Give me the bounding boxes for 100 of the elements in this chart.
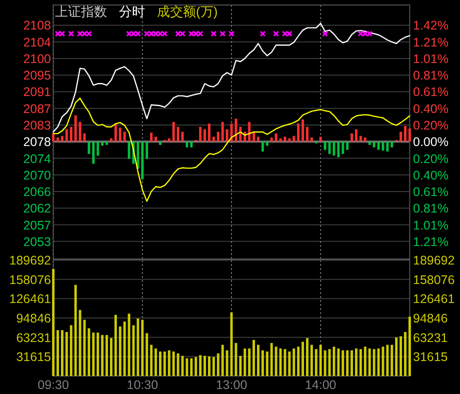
- bar: [106, 335, 108, 376]
- bar: [342, 142, 344, 154]
- y2-tick-label: 1.01%: [413, 52, 448, 66]
- bar: [382, 346, 384, 376]
- bar: [234, 118, 238, 142]
- bar: [319, 136, 322, 142]
- bar: [346, 350, 349, 376]
- y2-tick-label: 94846: [413, 312, 448, 326]
- bar: [266, 352, 268, 376]
- bar: [324, 350, 326, 376]
- y-tick-label: 2053: [23, 234, 52, 249]
- bar: [324, 142, 326, 150]
- bar: [270, 138, 273, 142]
- y2-tick-label: 1.42%: [413, 18, 448, 33]
- y2-tick-label: 158076: [413, 272, 455, 287]
- bar: [359, 349, 362, 376]
- y-tick-label: 2074: [23, 152, 52, 166]
- bar: [261, 350, 264, 376]
- y-tick-label: 189692: [9, 254, 52, 268]
- bar: [395, 337, 398, 376]
- bar: [244, 348, 246, 376]
- bar: [364, 346, 366, 376]
- bar: [302, 119, 304, 142]
- bar: [350, 350, 354, 376]
- bar: [168, 138, 170, 142]
- y2-tick-label: 0.20%: [413, 118, 448, 132]
- bar: [194, 357, 198, 376]
- bar: [274, 346, 278, 376]
- x-tick-label: 10:30: [126, 378, 158, 392]
- bar: [186, 358, 188, 376]
- bar: [337, 348, 340, 376]
- bar: [346, 142, 349, 150]
- bar: [306, 338, 308, 376]
- bar: [70, 126, 72, 142]
- y-tick-label: 2066: [23, 185, 52, 200]
- y2-tick-label: 0.20%: [413, 152, 448, 166]
- y2-tick-label: 0.61%: [413, 85, 448, 100]
- bar: [114, 314, 117, 376]
- bar: [92, 142, 95, 164]
- bar: [212, 136, 215, 142]
- bar: [270, 342, 273, 376]
- bar: [252, 340, 255, 376]
- line-series: [52, 22, 410, 133]
- y-tick-label: 2078: [23, 135, 52, 150]
- bar: [154, 348, 157, 376]
- bar: [332, 346, 336, 376]
- y2-tick-label: 126461: [413, 292, 455, 306]
- bar: [163, 352, 166, 376]
- bar: [65, 332, 68, 376]
- y2-tick-label: 1.01%: [413, 218, 448, 232]
- bar: [176, 353, 180, 376]
- bar: [158, 142, 162, 145]
- bar: [118, 326, 122, 376]
- y2-tick-label: 0.61%: [413, 185, 448, 200]
- bar: [284, 136, 286, 142]
- bar: [78, 310, 82, 376]
- y-tick-label: 2087: [23, 102, 52, 116]
- x-tick-label: 09:30: [38, 378, 69, 392]
- bar: [123, 132, 126, 142]
- bar: [204, 129, 206, 142]
- bar: [239, 356, 242, 376]
- bar: [60, 136, 64, 142]
- y-tick-label: 2083: [23, 118, 52, 132]
- bar: [216, 353, 220, 376]
- bar: [400, 336, 402, 376]
- y2-tick-label: 0.00%: [413, 135, 448, 150]
- bar: [110, 138, 112, 142]
- bar: [208, 124, 210, 142]
- bar: [408, 128, 411, 142]
- bar: [284, 349, 286, 376]
- bar: [199, 355, 202, 376]
- bar: [310, 138, 313, 142]
- y2-tick-label: 0.40%: [413, 102, 448, 116]
- bar: [221, 122, 224, 142]
- bar: [257, 344, 260, 376]
- bar: [226, 350, 228, 376]
- y-tick-label: 94846: [16, 312, 52, 326]
- bar: [101, 142, 104, 146]
- y-tick-label: 2104: [23, 35, 52, 50]
- y-tick-label: 63231: [16, 330, 52, 345]
- bar: [257, 136, 260, 142]
- y2-tick-label: 31615: [413, 350, 448, 364]
- bar: [310, 344, 313, 376]
- y-tick-label: 2070: [23, 168, 52, 182]
- bar: [190, 142, 193, 148]
- line-series: [52, 98, 410, 202]
- bar: [172, 122, 175, 142]
- bar: [199, 126, 202, 142]
- bar: [60, 330, 64, 376]
- bar: [128, 142, 130, 159]
- bar: [372, 349, 376, 376]
- x-tick-label: 14:00: [304, 378, 336, 392]
- bar: [221, 344, 224, 376]
- bar: [101, 335, 104, 376]
- bar: [110, 338, 112, 376]
- bar: [168, 350, 170, 376]
- bar: [355, 348, 358, 376]
- y-tick-label: 2057: [23, 218, 52, 232]
- chart-subtitle: 分时: [119, 4, 145, 19]
- bar: [292, 348, 296, 376]
